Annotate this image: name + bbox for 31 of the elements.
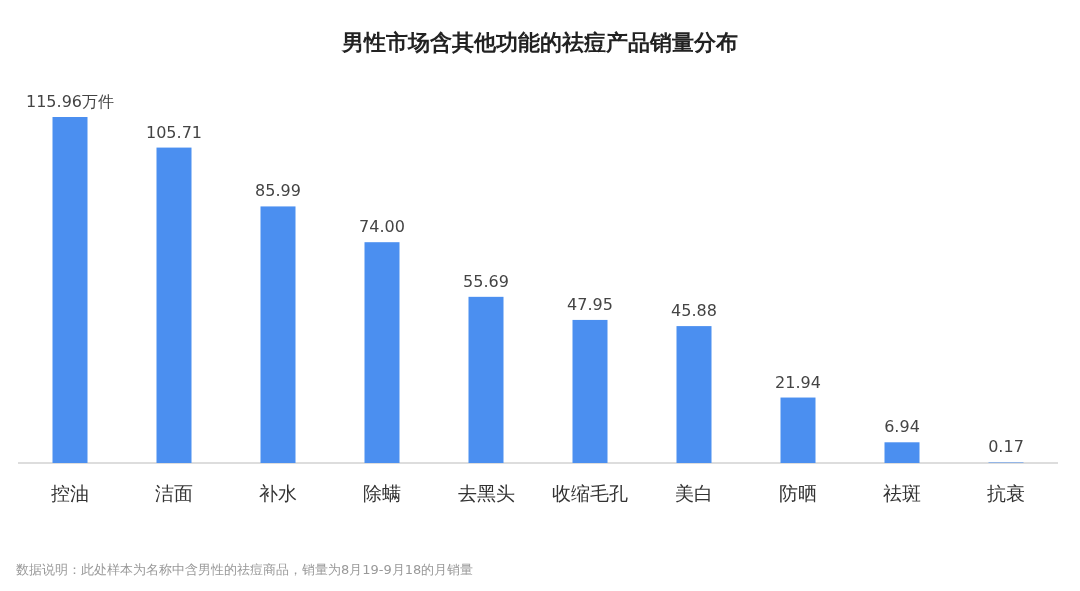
data-label: 45.88 xyxy=(671,301,717,321)
data-label: 21.94 xyxy=(775,372,821,392)
data-label: 85.99 xyxy=(255,181,301,201)
data-label: 115.96万件 xyxy=(26,92,114,111)
bar xyxy=(468,296,504,463)
bar xyxy=(156,147,192,463)
bar xyxy=(52,117,88,463)
text: 数据说明：此处样本为名称中含男性的祛痘商品，销量为8月19-9月18的月销量 xyxy=(16,562,474,577)
bar xyxy=(780,397,816,463)
bar xyxy=(572,319,608,463)
bar xyxy=(260,206,296,463)
x-tick-label: 补水 xyxy=(259,482,297,504)
bar xyxy=(364,242,400,463)
chart-title: 男性市场含其他功能的祛痘产品销量分布 xyxy=(341,30,738,55)
x-tick-label: 祛斑 xyxy=(883,482,921,504)
data-label: 6.94 xyxy=(884,417,920,437)
data-label: 55.69 xyxy=(463,271,509,291)
x-tick-label: 控油 xyxy=(51,482,89,504)
data-label: 74.00 xyxy=(359,217,405,237)
data-label: 105.71 xyxy=(146,122,202,142)
data-label: 0.17 xyxy=(988,437,1024,457)
bar xyxy=(884,442,920,463)
x-tick-label: 除螨 xyxy=(363,482,401,504)
bar xyxy=(676,326,712,463)
x-tick-label: 去黑头 xyxy=(457,482,515,504)
x-tick-label: 洁面 xyxy=(155,482,193,504)
x-tick-label: 美白 xyxy=(675,482,713,504)
data-label: 47.95 xyxy=(567,294,613,314)
x-tick-label: 收缩毛孔 xyxy=(552,482,628,504)
x-tick-label: 防晒 xyxy=(779,482,817,504)
x-tick-label: 抗衰 xyxy=(987,482,1025,504)
